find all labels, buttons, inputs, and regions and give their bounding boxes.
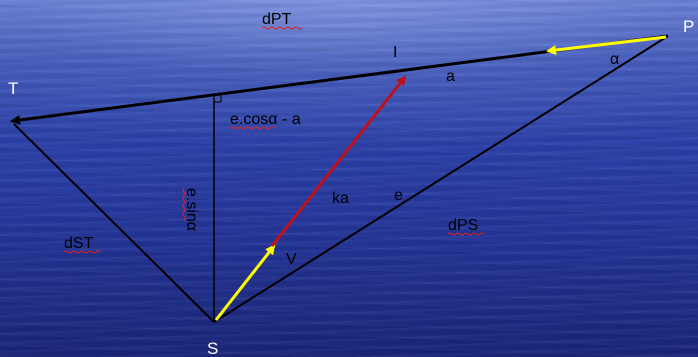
red-arrow-ka — [270, 75, 407, 247]
label-e-sin: e.sinα — [183, 188, 200, 231]
spell-underline-dpt — [261, 26, 303, 30]
right-angle-marker — [213, 94, 222, 103]
label-p: P — [683, 17, 694, 36]
label-a: a — [446, 68, 455, 85]
spell-underline-esin — [182, 187, 186, 221]
spell-underline-dps — [447, 232, 485, 236]
yellow-arrow-p — [546, 35, 667, 56]
spell-underline-ecos — [229, 126, 275, 130]
label-alpha: α — [610, 51, 619, 68]
spell-underline-dst — [63, 250, 101, 254]
label-ka: ka — [332, 190, 349, 207]
yellow-arrow-s — [214, 244, 276, 321]
label-s: S — [207, 339, 218, 357]
label-t: T — [8, 79, 18, 98]
label-v: V — [286, 251, 297, 268]
label-dst: dST — [64, 235, 94, 252]
label-i: I — [393, 44, 397, 61]
line-sp — [213, 35, 669, 323]
label-dpt: dPT — [262, 11, 292, 28]
label-e: e — [394, 187, 403, 204]
label-e-cos: e.cosα - a — [230, 111, 301, 128]
line-ts — [13, 123, 215, 323]
label-dps: dPS — [448, 217, 478, 234]
